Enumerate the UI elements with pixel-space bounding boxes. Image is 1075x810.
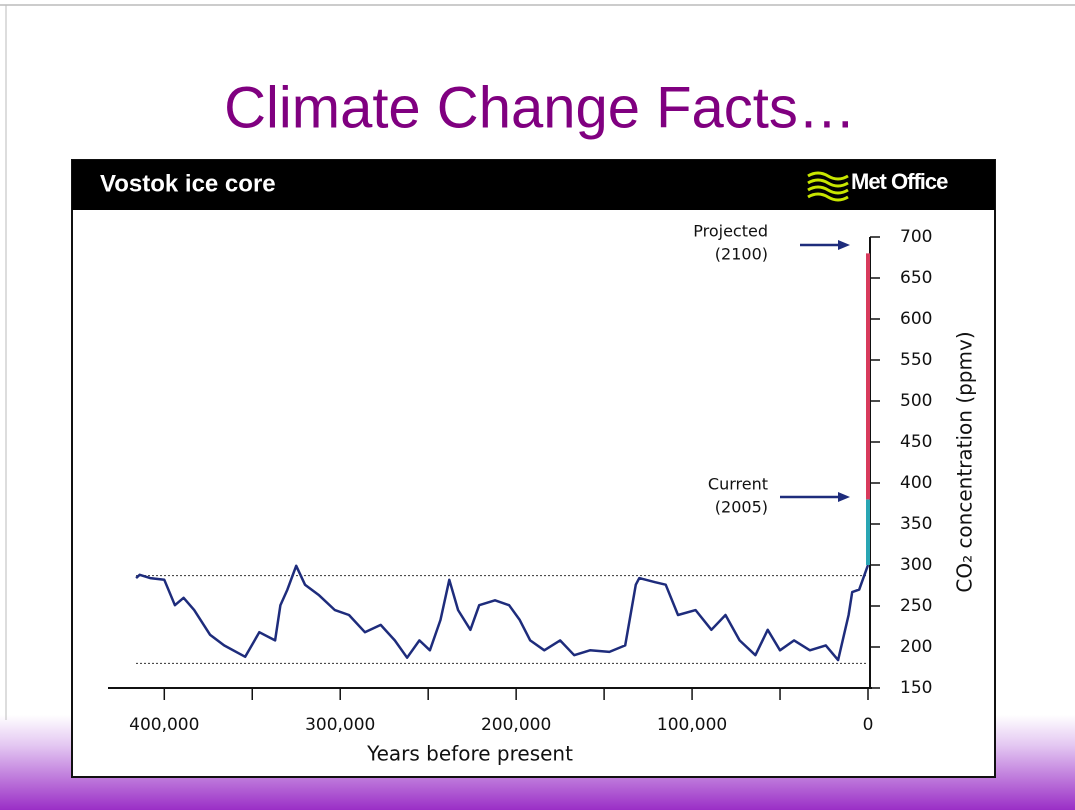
x-tick-label: 400,000 (129, 715, 199, 735)
chart-frame (71, 159, 996, 778)
arrow-head (838, 492, 850, 502)
y-tick-label: 400 (900, 473, 932, 493)
y-axis-label: CO₂ concentration (ppmv) (953, 331, 977, 592)
y-tick-label: 600 (900, 309, 932, 329)
x-tick-label: 300,000 (305, 715, 375, 735)
y-tick-label: 700 (900, 227, 932, 247)
arrow-head (838, 240, 850, 250)
y-tick-label: 650 (900, 268, 932, 288)
annotation: Projected (693, 222, 768, 241)
y-tick-label: 350 (900, 514, 932, 534)
y-tick-label: 550 (900, 350, 932, 370)
y-tick-label: 300 (900, 555, 932, 575)
y-tick-label: 250 (900, 596, 932, 616)
logo-icon (807, 171, 849, 202)
annotation: (2100) (715, 245, 768, 264)
annotation: Current (708, 475, 768, 494)
logo-text: Met Office (851, 169, 948, 194)
x-tick-label: 0 (863, 715, 874, 735)
y-tick-label: 150 (900, 678, 932, 698)
slide-title: Climate Change Facts… (224, 75, 856, 140)
chart-title: Vostok ice core (100, 170, 276, 197)
x-tick-label: 200,000 (481, 715, 551, 735)
y-tick-label: 450 (900, 432, 932, 452)
y-tick-label: 200 (900, 637, 932, 657)
data-line (135, 564, 870, 662)
x-tick-label: 100,000 (657, 715, 727, 735)
annotation: (2005) (715, 498, 768, 517)
x-axis-label: Years before present (366, 742, 573, 766)
y-tick-label: 500 (900, 391, 932, 411)
